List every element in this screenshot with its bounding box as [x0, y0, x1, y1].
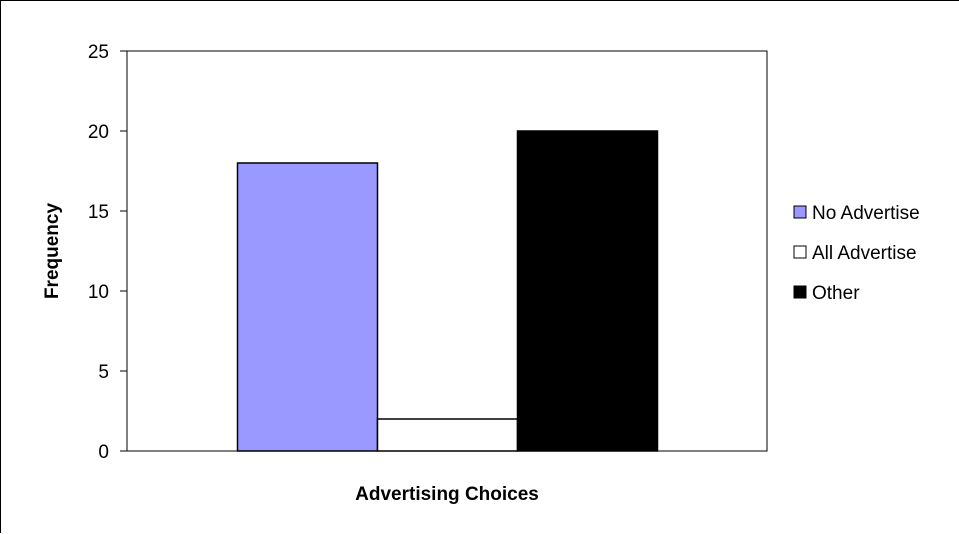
legend-label: Other — [812, 283, 860, 304]
legend-swatch — [793, 205, 807, 219]
y-tick-label: 0 — [98, 442, 109, 463]
bar-all-advertise — [376, 418, 519, 452]
y-axis-title: Frequency — [42, 203, 63, 300]
bar-no-advertise — [236, 162, 379, 452]
legend-label: No Advertise — [812, 203, 920, 224]
legend-swatch — [793, 245, 807, 259]
bars — [236, 130, 659, 452]
legend: No Advertise All Advertise Other — [793, 203, 920, 304]
y-tick-label: 5 — [98, 362, 109, 383]
y-tick-label: 25 — [88, 42, 109, 63]
y-tick-label: 10 — [88, 282, 109, 303]
plot-area — [126, 50, 768, 452]
legend-swatch — [793, 285, 807, 299]
y-tick-label: 15 — [88, 202, 109, 223]
legend-label: All Advertise — [812, 243, 917, 264]
y-axis: 0 5 10 15 20 25 — [88, 42, 127, 463]
bar-other — [516, 130, 659, 452]
x-axis-title: Advertising Choices — [355, 484, 539, 505]
y-tick-label: 20 — [88, 122, 109, 143]
